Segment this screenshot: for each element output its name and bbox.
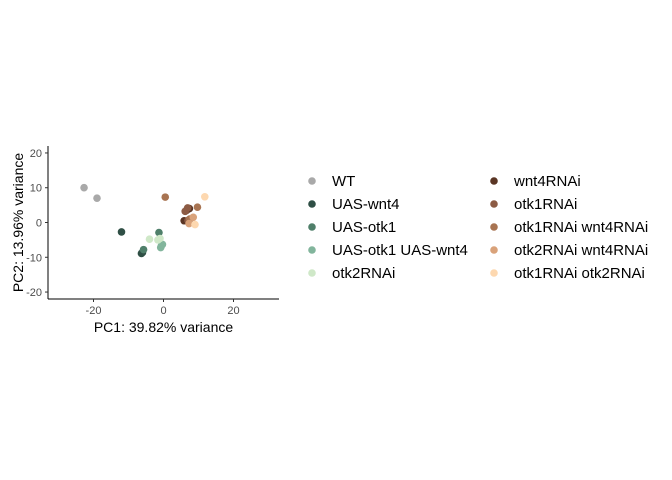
data-point bbox=[185, 219, 193, 228]
data-point bbox=[189, 213, 198, 222]
legend-item: otk1RNAi bbox=[490, 196, 577, 213]
legend-item: otk1RNAi otk2RNAi bbox=[490, 265, 645, 282]
data-point bbox=[161, 193, 170, 201]
legend-item: otk2RNAi bbox=[308, 265, 395, 282]
legend-label: otk2RNAi wnt4RNAi bbox=[514, 242, 648, 259]
data-point bbox=[156, 234, 164, 243]
data-point bbox=[145, 235, 154, 243]
legend-key bbox=[308, 200, 316, 208]
y-tick-label: -10 bbox=[26, 252, 42, 264]
y-axis-title: PC2: 13.96% variance bbox=[10, 153, 26, 293]
data-point bbox=[191, 220, 199, 229]
data-point bbox=[80, 183, 88, 192]
legend: WT UAS-wnt4 UAS-otk1 UAS-otk1 UAS-wnt4 otk2R… bbox=[308, 173, 648, 282]
y-tick-label: 0 bbox=[36, 218, 42, 230]
data-point bbox=[155, 228, 163, 237]
legend-item: UAS-otk1 bbox=[308, 219, 396, 236]
data-point bbox=[93, 194, 101, 202]
legend-item: wnt4RNAi bbox=[490, 173, 581, 190]
legend-item: WT bbox=[308, 173, 355, 190]
legend-label: otk2RNAi bbox=[332, 265, 395, 282]
y-tick-label: -20 bbox=[26, 287, 42, 299]
legend-key bbox=[308, 223, 316, 231]
legend-key bbox=[308, 177, 316, 185]
legend-label: otk1RNAi wnt4RNAi bbox=[514, 219, 648, 236]
x-tick-label: 20 bbox=[227, 305, 239, 317]
x-tick-label: 0 bbox=[160, 305, 166, 317]
legend-key bbox=[490, 223, 498, 231]
x-axis-ticks: -20 0 20 bbox=[86, 299, 240, 317]
y-tick-label: 10 bbox=[30, 183, 42, 195]
legend-item: otk1RNAi wnt4RNAi bbox=[490, 219, 648, 236]
legend-item: UAS-otk1 UAS-wnt4 bbox=[308, 242, 468, 259]
data-points bbox=[80, 183, 209, 258]
data-point bbox=[201, 192, 209, 201]
legend-label: UAS-otk1 bbox=[332, 219, 396, 236]
legend-label: UAS-otk1 UAS-wnt4 bbox=[332, 242, 468, 259]
y-axis-ticks: -20 -10 0 10 20 bbox=[26, 148, 48, 299]
legend-key bbox=[490, 177, 498, 185]
legend-label: otk1RNAi otk2RNAi bbox=[514, 265, 645, 282]
legend-key bbox=[308, 246, 316, 254]
data-point bbox=[156, 243, 165, 252]
legend-key bbox=[490, 200, 498, 208]
legend-item: UAS-wnt4 bbox=[308, 196, 400, 213]
legend-label: wnt4RNAi bbox=[513, 173, 581, 190]
data-point bbox=[139, 245, 148, 254]
legend-item: otk2RNAi wnt4RNAi bbox=[490, 242, 648, 259]
data-point bbox=[193, 203, 202, 211]
y-tick-label: 20 bbox=[30, 148, 42, 160]
x-axis-title: PC1: 39.82% variance bbox=[94, 319, 234, 335]
plot-panel: -20 0 20 -20 -10 0 10 20 bbox=[26, 146, 279, 317]
legend-key bbox=[308, 269, 316, 277]
legend-key bbox=[490, 269, 498, 277]
legend-key bbox=[490, 246, 498, 254]
legend-label: UAS-wnt4 bbox=[332, 196, 400, 213]
legend-label: WT bbox=[332, 173, 355, 190]
legend-label: otk1RNAi bbox=[514, 196, 577, 213]
data-point bbox=[183, 204, 192, 212]
data-point bbox=[117, 228, 126, 236]
x-tick-label: -20 bbox=[86, 305, 102, 317]
